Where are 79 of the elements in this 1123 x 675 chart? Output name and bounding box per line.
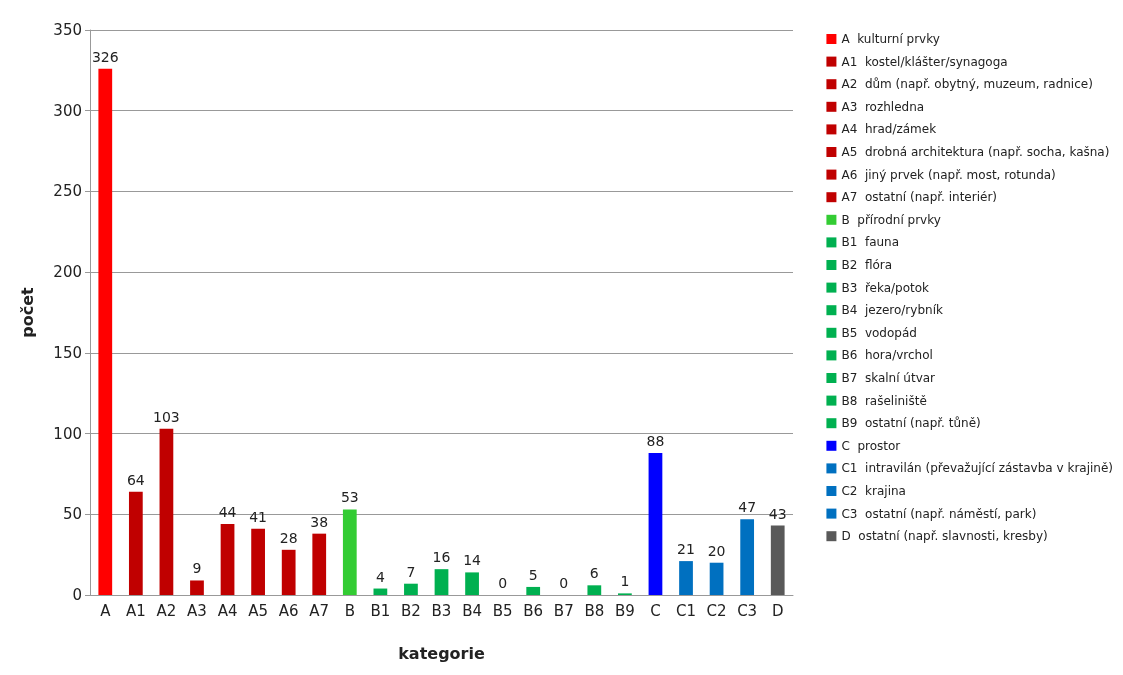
data-label: 43: [768, 505, 787, 522]
data-label: 7: [406, 563, 416, 580]
legend-label: A6 jiný prvek (např. most, rotunda): [841, 167, 1056, 182]
x-tick-label: C3: [737, 601, 758, 620]
legend-label: A7 ostatní (např. interiér): [841, 190, 998, 205]
legend-label: B5 vodopád: [841, 325, 917, 340]
legend-label: A kulturní prvky: [841, 32, 940, 46]
x-tick-label: C1: [676, 601, 697, 620]
x-tick-label: A6: [278, 601, 299, 620]
data-label: 103: [153, 408, 180, 425]
data-label: 0: [498, 575, 508, 591]
y-axis-title: počet: [17, 286, 37, 338]
x-tick-label: B6: [523, 601, 544, 620]
y-tick-label: 150: [53, 343, 82, 362]
legend-label: B3 řeka/potok: [841, 280, 930, 295]
data-label: 1: [620, 573, 630, 590]
y-tick-label: 250: [53, 182, 82, 201]
legend-label: B2 flóra: [841, 258, 893, 272]
data-label: 5: [528, 566, 538, 583]
data-label: 38: [310, 513, 329, 530]
data-label: 14: [463, 552, 482, 569]
legend-label: C2 krajina: [841, 484, 906, 498]
data-label: 21: [677, 541, 695, 558]
legend-label: B4 jezero/rybník: [841, 303, 943, 318]
x-tick-label: B7: [553, 601, 574, 620]
data-label: 44: [218, 503, 237, 520]
x-tick-label: B8: [584, 601, 605, 620]
y-tick-label: 0: [72, 586, 82, 604]
legend-label: A1 kostel/klášter/synagoga: [841, 54, 1008, 69]
x-tick-label: C2: [706, 601, 727, 620]
x-tick-label: A5: [248, 601, 269, 620]
legend-label: A3 rozhledna: [841, 99, 925, 114]
data-label: 53: [340, 489, 359, 506]
data-label: 47: [738, 499, 757, 516]
legend-label: C3 ostatní (např. náměstí, park): [841, 506, 1037, 521]
x-tick-label: C: [650, 601, 661, 620]
y-tick-label: 200: [53, 263, 82, 282]
x-tick-label: B5: [492, 601, 513, 620]
legend-label: A4 hrad/zámek: [841, 122, 937, 137]
x-tick-label: A4: [217, 601, 238, 620]
x-tick-label: B9: [614, 601, 635, 620]
legend-label: C1 intravilán (převažující zástavba v krajině): [841, 461, 1114, 476]
legend-label: B6 hora/vrchol: [841, 348, 933, 363]
x-tick-label: B: [344, 601, 355, 620]
data-label: 9: [192, 560, 202, 577]
x-tick-label: A3: [187, 601, 207, 620]
x-tick-label: A: [100, 601, 112, 620]
data-label: 6: [589, 565, 599, 582]
y-tick-label: 300: [53, 101, 82, 120]
x-tick-label: B2: [401, 601, 421, 620]
legend-label: B1 fauna: [841, 235, 900, 250]
data-label: 16: [432, 549, 451, 566]
legend-label: A2 dům (např. obytný, muzeum, radnice): [841, 77, 1093, 92]
legend-label: A5 drobná architektura (např. socha, kašna): [841, 145, 1110, 159]
x-tick-label: A2: [156, 601, 177, 620]
data-label: 41: [249, 508, 268, 525]
x-tick-label: A7: [309, 601, 330, 620]
x-tick-label: B4: [462, 601, 482, 620]
x-tick-label: A1: [125, 601, 146, 620]
data-label: 20: [707, 542, 726, 559]
data-label: 0: [559, 575, 569, 591]
legend-label: B8 rašeliniště: [841, 393, 927, 408]
data-label: 326: [91, 48, 119, 65]
legend-label: B7 skalní útvar: [841, 371, 936, 385]
x-tick-label: B3: [431, 601, 452, 620]
data-label: 64: [126, 471, 145, 488]
data-label: 88: [646, 432, 665, 449]
x-tick-label: D: [771, 601, 784, 620]
legend-label: B9 ostatní (např. tůně): [841, 416, 981, 431]
y-tick-label: 350: [53, 21, 82, 39]
y-tick-label: 50: [62, 505, 82, 524]
x-tick-label: B1: [370, 601, 391, 620]
x-axis-title: kategorie: [398, 643, 485, 663]
legend-label: B přírodní prvky: [841, 212, 941, 227]
legend-label: D ostatní (např. slavnosti, kresby): [841, 529, 1048, 544]
legend-label: C prostor: [841, 438, 901, 453]
data-label: 28: [279, 529, 298, 546]
y-tick-label: 100: [53, 424, 82, 443]
data-label: 4: [375, 568, 385, 585]
